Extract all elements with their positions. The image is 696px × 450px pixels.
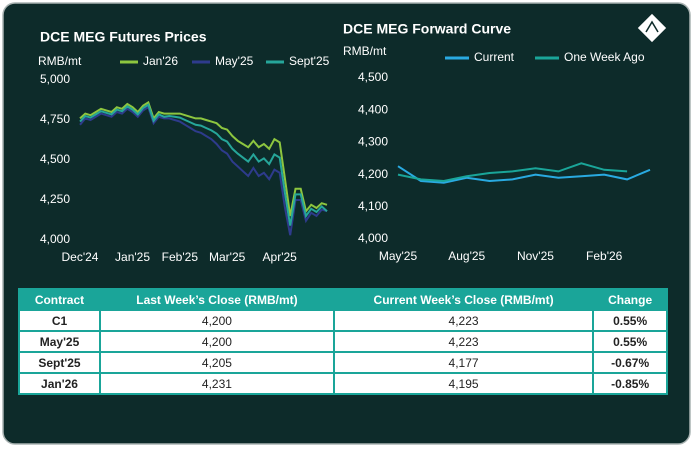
y-axis-label: RMB/mt xyxy=(343,44,387,58)
y-tick-label: 4,000 xyxy=(358,231,388,245)
header-cell: Current Week’s Close (RMB/mt) xyxy=(332,288,595,311)
table-cell: 4,200 xyxy=(98,330,335,353)
x-tick-label: Feb'25 xyxy=(162,250,199,264)
header-cell: Last Week’s Close (RMB/mt) xyxy=(98,288,335,311)
y-tick-label: 4,750 xyxy=(40,112,70,126)
table-cell: Jan'26 xyxy=(18,372,101,395)
x-tick-label: Feb'26 xyxy=(586,249,623,263)
table-cell: Sept'25 xyxy=(18,351,101,374)
header-cell: Contract xyxy=(18,288,101,311)
table-row: C1 4,200 4,223 0.55% xyxy=(18,309,668,332)
table-cell: -0.67% xyxy=(592,351,668,374)
header-row: Contract Last Week’s Close (RMB/mt) Curren… xyxy=(18,288,668,311)
chart-title: DCE MEG Futures Prices xyxy=(40,29,207,45)
x-tick-label: Aug'25 xyxy=(448,249,485,263)
table-cell: 4,231 xyxy=(98,372,335,395)
x-tick-label: Nov'25 xyxy=(517,249,554,263)
x-tick-label: May'25 xyxy=(379,249,418,263)
x-tick-label: Jan'25 xyxy=(115,250,150,264)
y-tick-label: 4,100 xyxy=(358,199,388,213)
y-tick-label: 4,400 xyxy=(358,102,388,116)
table-cell: -0.85% xyxy=(592,372,668,395)
table-cell: 4,200 xyxy=(98,309,335,332)
y-tick-label: 4,500 xyxy=(358,70,388,84)
legend-label: Current xyxy=(474,50,515,64)
y-tick-label: 4,500 xyxy=(40,152,70,166)
series-line xyxy=(79,100,328,217)
table: Contract Last Week’s Close (RMB/mt) Curren… xyxy=(18,288,668,395)
chart-title: DCE MEG Forward Curve xyxy=(343,21,511,37)
header-cell: Change xyxy=(592,288,668,311)
legend-label: One Week Ago xyxy=(564,50,645,64)
table-cell: 0.55% xyxy=(592,309,668,332)
table-cell: 4,223 xyxy=(332,309,595,332)
legend-label: Sept'25 xyxy=(289,54,330,68)
table-cell: 0.55% xyxy=(592,330,668,353)
y-axis-label: RMB/mt xyxy=(38,54,82,68)
y-tick-label: 4,000 xyxy=(40,232,70,246)
table-cell: 4,205 xyxy=(98,351,335,374)
table-cell: May'25 xyxy=(18,330,101,353)
table-row: May'25 4,200 4,223 0.55% xyxy=(18,330,668,353)
y-tick-label: 4,300 xyxy=(358,135,388,149)
table-cell: 4,195 xyxy=(332,372,595,395)
legend-label: May'25 xyxy=(215,54,254,68)
series-line xyxy=(79,105,328,236)
table-cell: 4,177 xyxy=(332,351,595,374)
table-row: Sept'25 4,205 4,177 -0.67% xyxy=(18,351,668,374)
series-line xyxy=(397,165,651,184)
series-line xyxy=(397,162,628,183)
y-tick-label: 5,000 xyxy=(40,72,70,86)
y-tick-label: 4,250 xyxy=(40,192,70,206)
series-line xyxy=(79,103,328,226)
x-tick-label: Mar'25 xyxy=(209,250,246,264)
x-tick-label: Apr'25 xyxy=(263,250,298,264)
table-cell: 4,223 xyxy=(332,330,595,353)
y-tick-label: 4,200 xyxy=(358,167,388,181)
table-cell: C1 xyxy=(18,309,101,332)
x-tick-label: Dec'24 xyxy=(62,250,99,264)
logo xyxy=(637,13,667,43)
legend-label: Jan'26 xyxy=(143,54,178,68)
table-row: Jan'26 4,231 4,195 -0.85% xyxy=(18,372,668,395)
